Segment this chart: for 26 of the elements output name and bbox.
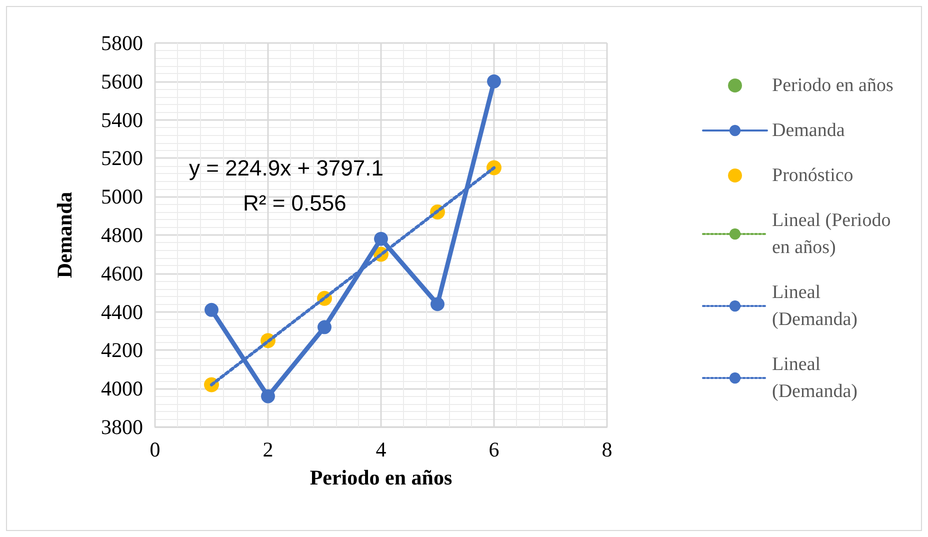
x-tick-label: 6: [488, 438, 500, 462]
y-tick-label: 4400: [101, 300, 143, 324]
y-tick-label: 4600: [101, 261, 143, 286]
legend-label: Demanda: [772, 120, 846, 141]
legend-label: Lineal (Demanda): [772, 354, 858, 402]
y-tick-label: 5600: [101, 69, 143, 94]
annotation: y = 224.9x + 3797.1: [189, 156, 384, 180]
y-tick-label: 4800: [101, 223, 143, 247]
x-tick-label: 2: [262, 438, 274, 462]
x-tick-label: 4: [376, 438, 387, 462]
legend-label: Lineal (Periodo en años): [772, 210, 896, 258]
y-tick-label: 5400: [101, 108, 143, 132]
x-axis-title: Periodo en años: [310, 466, 452, 490]
y-tick-label: 4200: [101, 338, 143, 362]
x-tick-label: 8: [602, 438, 612, 462]
y-tick-label: 3800: [101, 415, 143, 439]
annotation: R² = 0.556: [243, 190, 346, 216]
x-tick-label: 0: [150, 438, 160, 462]
legend-label: Lineal (Demanda): [772, 282, 858, 330]
y-tick-label: 5000: [101, 184, 143, 209]
y-tick-label: 5200: [101, 146, 143, 170]
y-tick-label: 4000: [101, 376, 143, 401]
legend-label: Periodo en años: [772, 75, 894, 96]
y-tick-label: 5800: [101, 31, 143, 55]
y-axis-title: Demanda: [52, 191, 76, 278]
legend-label: Pronóstico: [772, 165, 854, 186]
